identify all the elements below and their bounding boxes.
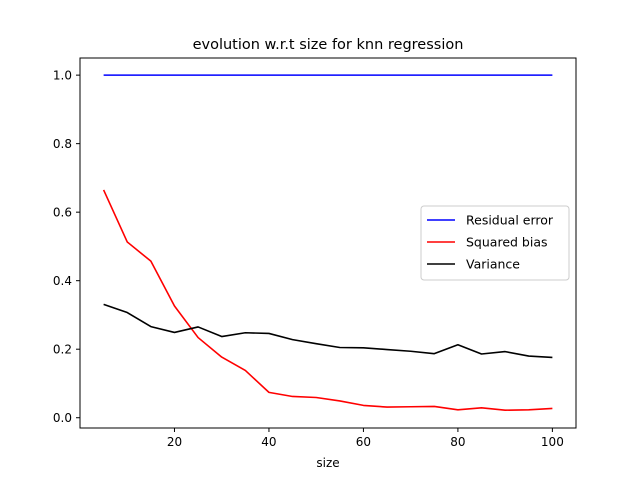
x-tick-label: 60: [356, 435, 371, 449]
legend-label-squared-bias: Squared bias: [466, 235, 548, 250]
plot-lines: [102, 74, 553, 411]
x-tick-label: 20: [167, 435, 182, 449]
y-axis: 0.0 0.2 0.4 0.6 0.8 1.0: [53, 69, 80, 425]
y-tick-label: 0.2: [53, 343, 72, 357]
y-tick-label: 0.0: [53, 411, 72, 425]
x-tick-label: 100: [541, 435, 564, 449]
y-tick-label: 0.8: [53, 137, 72, 151]
x-axis-label: size: [316, 456, 339, 470]
legend-label-residual-error: Residual error: [466, 213, 554, 228]
y-tick-label: 1.0: [53, 69, 72, 83]
y-tick-label: 0.6: [53, 206, 72, 220]
legend: Residual error Squared bias Variance: [420, 205, 570, 281]
y-tick-label: 0.4: [53, 274, 72, 288]
series-line-squared-bias: [102, 189, 553, 411]
x-axis: 20 40 60 80 100: [167, 428, 564, 449]
legend-label-variance: Variance: [466, 257, 520, 272]
legend-box: [420, 205, 570, 281]
series-line-variance: [103, 303, 553, 359]
x-tick-label: 80: [450, 435, 465, 449]
x-tick-label: 40: [261, 435, 276, 449]
chart-title: evolution w.r.t size for knn regression: [193, 37, 464, 53]
plot-frame: [79, 57, 577, 429]
